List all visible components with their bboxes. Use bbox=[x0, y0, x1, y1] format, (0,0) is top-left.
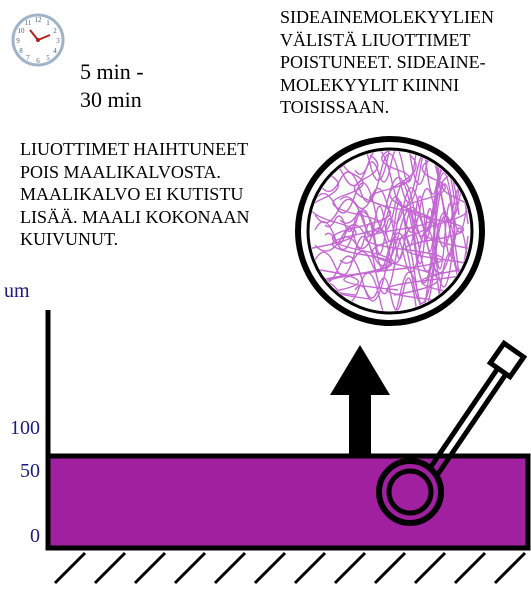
svg-text:3: 3 bbox=[56, 37, 60, 45]
svg-text:5: 5 bbox=[46, 54, 50, 62]
svg-text:2: 2 bbox=[53, 27, 57, 35]
svg-text:11: 11 bbox=[25, 19, 32, 27]
axis-unit: um bbox=[4, 280, 39, 303]
svg-text:7: 7 bbox=[26, 54, 30, 62]
svg-text:4: 4 bbox=[53, 47, 57, 55]
axis-tick-50: 50 bbox=[0, 460, 40, 483]
magnifier-handle bbox=[430, 343, 524, 474]
ground-hatching bbox=[55, 553, 525, 583]
svg-text:9: 9 bbox=[16, 37, 20, 45]
axis-tick-100: 100 bbox=[0, 417, 40, 440]
svg-text:8: 8 bbox=[19, 47, 23, 55]
top-right-caption: SIDEAINEMOLEKYYLIEN VÄLISTÄ LIUOTTIMET P… bbox=[280, 6, 494, 119]
up-arrow-icon bbox=[330, 345, 390, 455]
svg-text:1: 1 bbox=[46, 19, 50, 27]
left-caption: LIUOTTIMET HAIHTUNEET POIS MAALIKALVOSTA… bbox=[20, 138, 249, 251]
magnified-view bbox=[270, 107, 509, 332]
axis-tick-0: 0 bbox=[0, 525, 40, 548]
svg-text:6: 6 bbox=[36, 57, 40, 65]
paint-layer bbox=[48, 456, 528, 548]
clock-icon: 12 1 2 3 4 5 6 7 8 9 10 11 bbox=[8, 10, 68, 70]
magnifier-lens-small bbox=[379, 461, 441, 523]
svg-text:10: 10 bbox=[18, 27, 26, 35]
time-range-text: 5 min - 30 min bbox=[80, 58, 144, 113]
svg-text:12: 12 bbox=[35, 16, 43, 24]
